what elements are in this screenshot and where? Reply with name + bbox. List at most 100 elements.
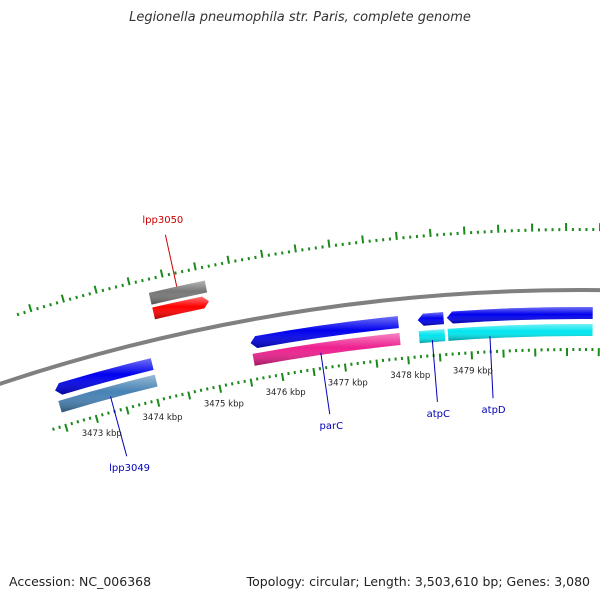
inner-tick xyxy=(131,404,135,409)
inner-tick xyxy=(94,414,99,424)
outer-tick xyxy=(28,304,33,313)
inner-tick xyxy=(119,408,123,412)
outer-tick xyxy=(207,264,211,268)
outer-tick xyxy=(134,280,138,284)
inner-tick xyxy=(280,372,285,382)
outer-tick xyxy=(141,278,144,283)
gene-label-lpp3049[interactable]: lpp3049 xyxy=(109,463,150,474)
outer-tick xyxy=(293,244,297,253)
outer-tick xyxy=(16,312,20,317)
inner-tick xyxy=(255,377,259,381)
inner-tick xyxy=(438,353,442,362)
outer-tick xyxy=(81,293,85,298)
outer-tick xyxy=(75,295,79,300)
inner-tick xyxy=(52,427,55,431)
gene-label-atpD[interactable]: atpD xyxy=(482,405,506,416)
outer-tick xyxy=(220,261,224,266)
inner-tick xyxy=(268,375,271,379)
gene-arrows xyxy=(55,296,593,395)
inner-tick xyxy=(100,413,104,417)
outer-tick xyxy=(49,303,52,307)
outer-tick xyxy=(23,310,26,315)
outer-tick xyxy=(200,265,204,270)
outer-tick xyxy=(121,283,124,288)
outer-tick xyxy=(240,258,244,262)
outer-tick xyxy=(126,277,131,286)
inner-tick xyxy=(174,394,178,398)
leader-line xyxy=(489,336,494,399)
inner-tick xyxy=(312,367,316,377)
outer-tick xyxy=(42,304,46,309)
gene-arrow-shade xyxy=(152,296,209,320)
inner-tick xyxy=(274,374,278,378)
scale-label: 3476 kbp xyxy=(266,388,306,398)
outer-tick xyxy=(193,262,197,271)
outer-tick xyxy=(260,249,264,258)
outer-tick xyxy=(226,255,230,264)
feature-bar-shade xyxy=(148,280,208,305)
outer-tick xyxy=(114,285,118,289)
feature-bar-shade xyxy=(58,374,158,413)
inner-tick xyxy=(162,397,166,401)
inner-tick xyxy=(150,400,153,404)
feature-bar-shade xyxy=(418,329,446,344)
outer-tick xyxy=(147,277,151,281)
scale-label: 3478 kbp xyxy=(390,371,430,381)
gene-label-lpp3050[interactable]: lpp3050 xyxy=(142,215,183,226)
inner-tick xyxy=(143,401,147,406)
outer-tick xyxy=(174,271,177,275)
outer-tick xyxy=(36,306,39,311)
accession-text: Accession: NC_006368 xyxy=(9,574,152,589)
inner-tick xyxy=(125,406,130,415)
genome-backbone xyxy=(0,288,600,386)
outer-tick xyxy=(234,259,237,263)
gene-arrow-shade xyxy=(446,307,593,324)
feature-bar-shade xyxy=(447,324,593,341)
inner-tick xyxy=(343,363,347,372)
inner-tick xyxy=(70,421,74,426)
inner-tick xyxy=(64,423,69,432)
scale-label: 3479 kbp xyxy=(453,366,493,376)
inner-tick xyxy=(168,395,172,400)
inner-tick xyxy=(187,391,192,400)
scale-label: 3473 kbp xyxy=(82,429,122,439)
gene-label-parC[interactable]: parC xyxy=(320,421,344,432)
outer-tick xyxy=(247,256,251,261)
leader-line xyxy=(320,352,331,415)
scale-label: 3477 kbp xyxy=(328,378,368,388)
genome-summary-text: Topology: circular; Length: 3,503,610 bp… xyxy=(246,574,590,589)
gene-label-atpC[interactable]: atpC xyxy=(427,409,450,420)
scale-label: 3474 kbp xyxy=(143,413,183,423)
label-leader-lines xyxy=(110,234,494,457)
outer-tick xyxy=(395,231,398,240)
scale-label: 3475 kbp xyxy=(204,399,244,409)
leader-line xyxy=(431,340,438,402)
outer-tick xyxy=(68,297,72,301)
outer-tick xyxy=(88,292,92,296)
inner-tick xyxy=(237,380,240,385)
inner-tick xyxy=(137,403,141,407)
inner-tick xyxy=(199,388,203,392)
leader-line xyxy=(110,396,128,457)
outer-tick xyxy=(214,263,217,267)
inner-tick xyxy=(82,418,86,422)
inner-tick xyxy=(88,416,92,420)
outer-tick xyxy=(327,239,331,248)
outer-tick xyxy=(60,294,65,303)
outer-tick xyxy=(180,269,184,274)
gene-arrow-shade xyxy=(250,316,399,348)
outer-tick xyxy=(108,286,111,291)
inner-tick xyxy=(205,387,209,391)
gene-arrow-shade xyxy=(417,312,444,326)
outer-tick xyxy=(361,235,365,244)
outer-tick xyxy=(154,275,157,280)
inner-tick xyxy=(230,382,234,386)
feature-bars xyxy=(58,280,593,413)
inner-tick xyxy=(58,425,61,429)
outer-tick xyxy=(93,285,98,294)
outer-tick xyxy=(254,255,257,260)
inner-tick xyxy=(107,411,110,415)
outer-tick xyxy=(428,228,432,237)
gene-arrow-shade xyxy=(55,358,154,395)
